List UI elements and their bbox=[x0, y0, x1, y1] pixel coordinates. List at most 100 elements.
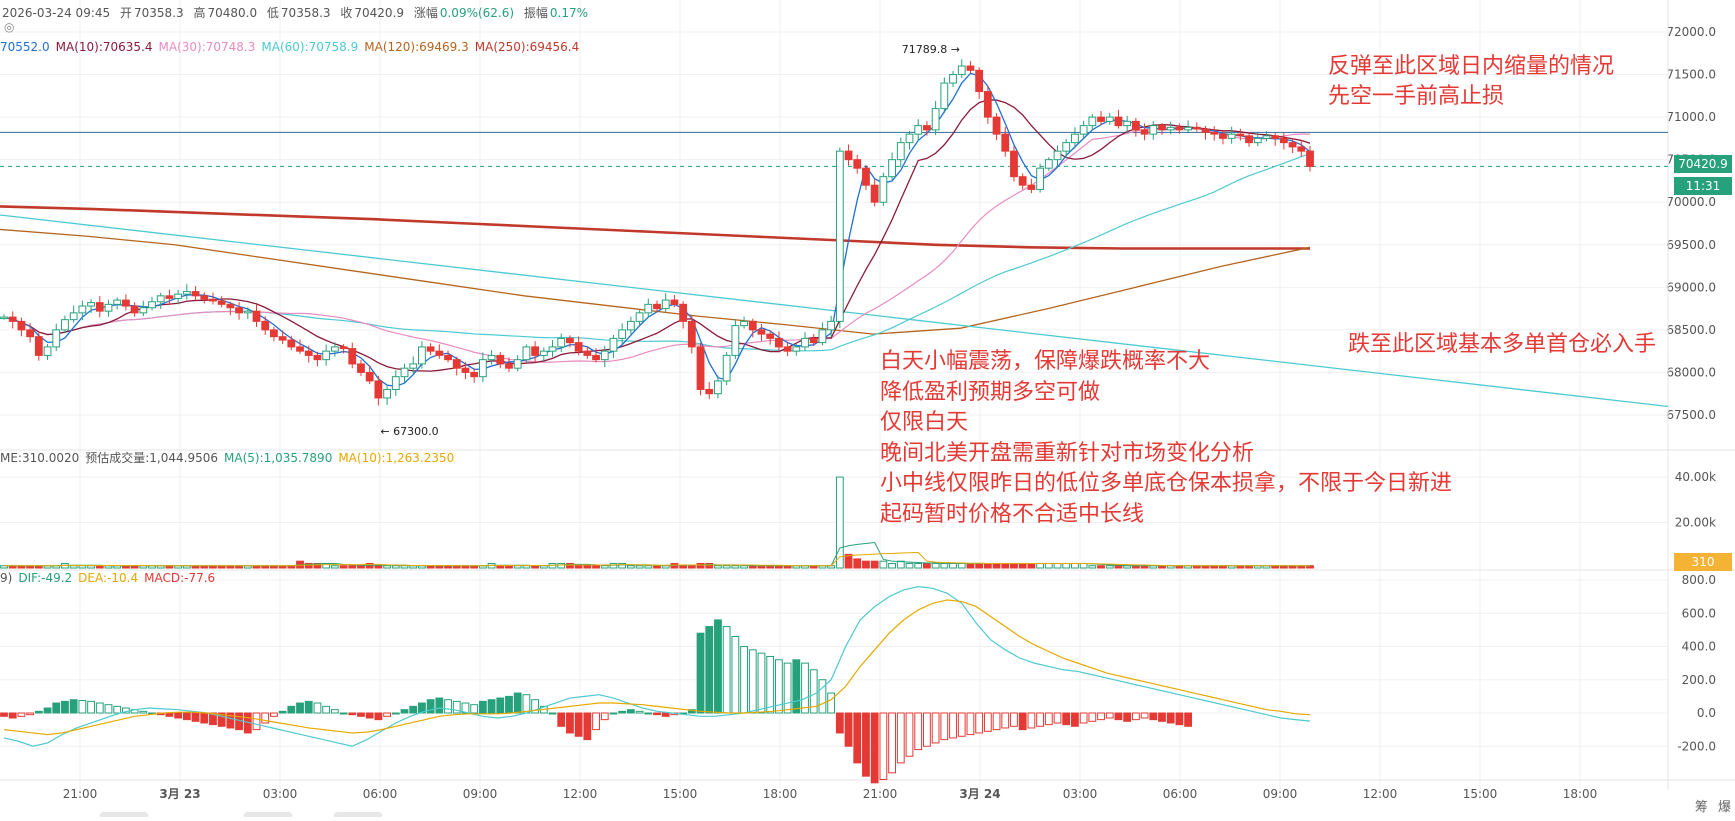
volume-bar bbox=[400, 565, 409, 569]
candle-body bbox=[435, 350, 444, 356]
candle-body bbox=[87, 302, 95, 307]
candle-body bbox=[592, 354, 600, 361]
macd-histogram-bar bbox=[461, 702, 470, 714]
candle-body bbox=[609, 337, 618, 352]
ma-legend: 70552.0 MA(10):70635.4 MA(30):70748.3 MA(60… bbox=[0, 40, 585, 54]
candle-body bbox=[1262, 135, 1271, 139]
macd-histogram-bar bbox=[278, 710, 287, 714]
annotation-top-right-1: 反弹至此区域日内缩量的情况 bbox=[1328, 54, 1615, 79]
macd-histogram-bar bbox=[731, 636, 740, 714]
macd-histogram-bar bbox=[1114, 712, 1123, 721]
macd-histogram-bar bbox=[870, 712, 879, 784]
volume-bar bbox=[1062, 562, 1071, 569]
volume_legend-item: MA(10):1,263.2350 bbox=[338, 451, 455, 465]
volume_legend-item: 预估成交量:1,044.9506 bbox=[85, 451, 219, 465]
candle-body bbox=[714, 380, 722, 395]
volume-bar bbox=[714, 565, 722, 569]
macd-histogram-bar bbox=[383, 712, 391, 717]
volume-bar bbox=[87, 565, 95, 569]
candle-body bbox=[400, 367, 409, 378]
macd-histogram-bar bbox=[1123, 712, 1132, 722]
candle-body bbox=[1297, 146, 1306, 152]
countdown-tag: 11:31 bbox=[1674, 177, 1732, 195]
candle-body bbox=[1097, 116, 1105, 122]
macd-histogram-bar bbox=[339, 712, 348, 715]
candle-body bbox=[1306, 150, 1314, 167]
macd-histogram-bar bbox=[923, 712, 931, 747]
volume-bar bbox=[1053, 562, 1062, 569]
time-axis-tick: 06:00 bbox=[363, 787, 398, 801]
macd-histogram-bar bbox=[1097, 712, 1105, 721]
macd-histogram-bar bbox=[748, 649, 757, 714]
annotation-center-line: 降低盈利预期多空可做 bbox=[880, 379, 1101, 405]
candle-body bbox=[896, 142, 905, 161]
macd-histogram-bar bbox=[444, 699, 452, 714]
macd-histogram-bar bbox=[687, 709, 696, 714]
macd-histogram-bar bbox=[827, 692, 836, 714]
candle-body bbox=[792, 346, 801, 352]
volume-bar bbox=[1097, 565, 1105, 569]
candle-body bbox=[43, 346, 52, 356]
macd-histogram-bar bbox=[348, 712, 357, 716]
annotation-center-line: 小中线仅限昨日的低位多单底仓保本损拿，不限于今日新进 bbox=[880, 471, 1453, 496]
candle-body bbox=[313, 354, 322, 361]
volume-bar bbox=[679, 565, 688, 569]
chips-icon[interactable]: 筹 bbox=[1694, 800, 1708, 815]
macd-histogram-bar bbox=[43, 707, 52, 714]
candle-body bbox=[139, 307, 148, 314]
liquidation-icon[interactable]: 爆 bbox=[1717, 800, 1731, 815]
volume-bar bbox=[95, 565, 104, 569]
macd_legend-item: DIF:-49.2 bbox=[18, 571, 73, 585]
dea-line bbox=[3, 599, 1311, 736]
candle-body bbox=[226, 303, 235, 309]
candle-body bbox=[740, 320, 748, 327]
candle-body bbox=[748, 320, 757, 331]
volume-bar bbox=[557, 562, 566, 569]
volume-bar bbox=[566, 562, 574, 569]
candle-body bbox=[339, 346, 348, 350]
macd-histogram-bar bbox=[52, 702, 61, 714]
volume-bar bbox=[862, 560, 870, 569]
candle-body bbox=[470, 371, 479, 378]
macd-histogram-bar bbox=[287, 705, 296, 714]
macd-histogram-bar bbox=[513, 692, 522, 714]
macd-histogram-bar bbox=[1079, 712, 1088, 724]
candle-body bbox=[78, 305, 87, 314]
candle-body bbox=[1288, 142, 1297, 148]
macd-histogram-bar bbox=[757, 652, 766, 714]
visibility-eye-icon[interactable]: ◎ bbox=[4, 20, 15, 34]
candle-body bbox=[296, 346, 304, 352]
bottom-tab-3[interactable] bbox=[334, 812, 382, 817]
ma_legend-item: MA(10):70635.4 bbox=[55, 40, 153, 54]
volume-bar bbox=[687, 565, 696, 569]
last-price-tag: 70420.9 bbox=[1674, 155, 1732, 173]
candle-body bbox=[1010, 150, 1018, 178]
volume-bar bbox=[931, 562, 940, 569]
marked-high-label: 71789.8 → bbox=[902, 43, 960, 56]
macd-axis-tick: 400.0 bbox=[1682, 640, 1716, 654]
macd-histogram-bar bbox=[252, 712, 261, 731]
bottom-tab-1[interactable] bbox=[100, 812, 148, 817]
volume-bar bbox=[348, 565, 357, 569]
macd-histogram-bar bbox=[391, 712, 400, 715]
candle-body bbox=[270, 329, 278, 338]
macd-histogram-bar bbox=[548, 712, 557, 715]
macd-histogram-bar bbox=[853, 712, 862, 764]
macd-histogram-bar bbox=[61, 700, 69, 714]
bottom-tab-2[interactable] bbox=[244, 812, 292, 817]
candle-body bbox=[1044, 159, 1053, 169]
volume-bar bbox=[731, 565, 740, 569]
candle-body bbox=[618, 329, 627, 339]
macd-histogram-bar bbox=[1036, 712, 1044, 727]
price-axis-tick: 68000.0 bbox=[1666, 365, 1716, 379]
macd-histogram-bar bbox=[1071, 712, 1079, 727]
candle-body bbox=[487, 354, 496, 361]
macd-histogram-bar bbox=[696, 632, 705, 714]
candle-body bbox=[835, 150, 844, 322]
candle-body bbox=[426, 346, 435, 352]
volume-bar bbox=[653, 565, 661, 569]
volume-bar bbox=[391, 565, 400, 569]
volume-bar bbox=[722, 565, 731, 569]
